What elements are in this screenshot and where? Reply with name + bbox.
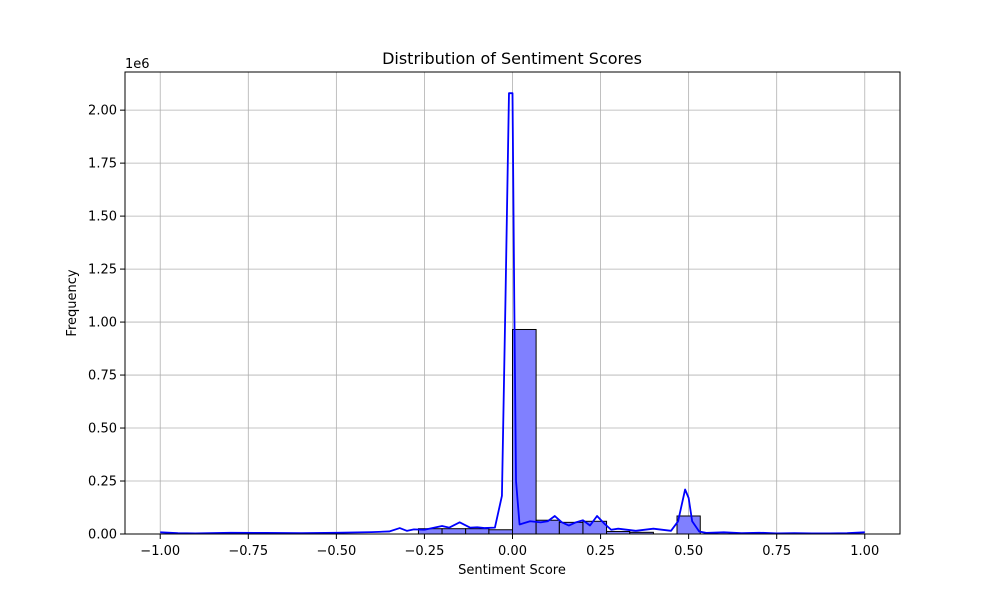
y-tick-label: 1.50: [88, 210, 117, 225]
y-tick-label: 1.25: [88, 263, 117, 278]
y-tick-label: 1.75: [88, 157, 117, 172]
y-tick-label: 0.25: [88, 475, 117, 490]
x-axis-ticks: −1.00 −0.75 −0.50 −0.25 0.00 0.25 0.50 0.75 1.00: [140, 534, 879, 559]
kde-layer: [160, 92, 865, 535]
chart-title: Distribution of Sentiment Scores: [382, 49, 642, 68]
y-axis-label: Frequency: [65, 269, 80, 336]
x-tick-label: −0.25: [405, 544, 445, 559]
histogram-bar: [441, 528, 467, 535]
x-tick-label: −0.75: [228, 544, 268, 559]
bars-layer: [417, 328, 701, 535]
x-tick-label: 1.00: [850, 544, 879, 559]
x-tick-label: 0.50: [674, 544, 703, 559]
x-tick-label: 0.00: [498, 544, 527, 559]
x-tick-label: −0.50: [316, 544, 356, 559]
histogram-bar: [488, 529, 514, 535]
x-tick-label: −1.00: [140, 544, 180, 559]
x-tick-label: 0.25: [586, 544, 615, 559]
histogram-bar: [465, 528, 490, 535]
x-axis-label: Sentiment Score: [458, 563, 566, 578]
y-axis-offset-label: 1e6: [125, 57, 150, 72]
y-tick-label: 1.00: [88, 316, 117, 331]
y-tick-label: 0.00: [88, 528, 117, 543]
kde-curve: [160, 92, 865, 535]
y-axis-ticks: 0.00 0.25 0.50 0.75 1.00 1.25 1.50 1.75 2.00: [88, 104, 125, 543]
histogram-bar: [676, 515, 701, 535]
y-tick-label: 2.00: [88, 104, 117, 119]
y-tick-label: 0.50: [88, 422, 117, 437]
y-tick-label: 0.75: [88, 369, 117, 384]
x-tick-label: 0.75: [762, 544, 791, 559]
